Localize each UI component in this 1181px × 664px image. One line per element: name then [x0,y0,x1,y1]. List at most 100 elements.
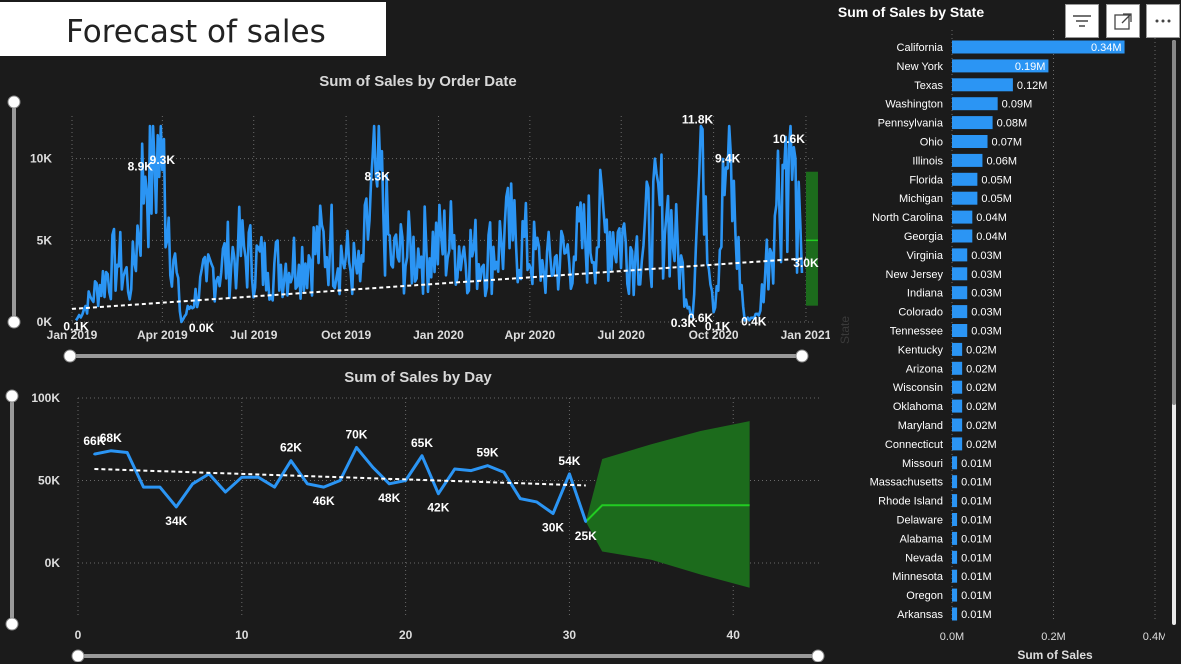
data-point [338,479,342,482]
data-label: 9.3K [150,153,176,167]
x-tick-label: 40 [727,628,741,642]
data-point [158,485,162,489]
state-chart-scrollbar[interactable] [1172,40,1176,625]
series-line [94,446,588,523]
filter-button[interactable] [1065,4,1099,38]
title-box: Forecast of sales [0,2,386,56]
focus-mode-button[interactable] [1106,4,1140,38]
order-date-y-slider-handle-start[interactable] [7,95,21,109]
data-label: 9.4K [715,151,741,165]
category-label: Delaware [897,515,943,527]
x-tick-label: Apr 2020 [504,328,555,342]
data-point [535,500,538,504]
data-label: 0.0K [189,321,215,335]
day-chart: Sum of Sales by Day 0K 50K 100K 0 10 20 30 40 66K… [5,369,825,662]
bar [952,135,988,148]
category-label: Maryland [898,420,943,432]
data-label: 70K [345,428,367,442]
category-label: Ohio [920,137,943,149]
category-label: Rhode Island [878,496,943,508]
category-label: Nevada [905,552,944,564]
category-label: North Carolina [872,212,944,224]
bar [952,172,978,186]
bar [952,248,968,262]
focus-mode-icon [1114,13,1132,30]
order-date-x-slider-handle-start[interactable] [63,349,77,363]
bar [952,97,998,111]
series-line [74,124,804,324]
data-point [519,497,522,500]
data-point [289,459,293,462]
data-point [191,482,194,485]
value-label: 0.02M [966,363,997,375]
x-tick-label: 20 [399,628,413,642]
bar [952,531,958,545]
category-label: Alabama [900,533,944,545]
data-point [453,467,456,471]
data-point [355,446,358,449]
bar [952,494,958,508]
value-label: 0.01M [961,496,992,508]
category-label: Colorado [898,307,943,319]
value-label: 0.02M [966,401,997,413]
data-label: 62K [280,441,302,455]
trend-line [94,467,586,487]
data-point [388,482,391,485]
category-label: Kentucky [898,344,944,356]
day-x-slider-handle-start[interactable] [71,649,85,662]
value-label: 0.05M [981,174,1012,186]
bar [952,286,968,300]
bar [952,40,1125,54]
bar [952,588,958,602]
bar [952,59,1049,73]
value-label: 0.01M [961,571,992,583]
value-label: 0.03M [971,250,1002,262]
bar [952,210,973,224]
order-date-chart: Sum of Sales by Order Date 0K 5K 10K Jan 201… [7,73,830,363]
y-axis-label: State [838,316,852,344]
bar [952,380,963,394]
data-point [256,476,260,479]
data-point [420,454,424,457]
data-label: 48K [378,491,400,505]
x-tick-label: Jan 2019 [47,328,98,342]
state-chart: Sum of Sales by State 0.0M 0.2M 0.4M Sum of … [838,4,1165,662]
data-point [437,492,440,495]
day-x-slider-handle-end[interactable] [811,649,825,662]
x-tick-label: Jul 2020 [598,328,646,342]
data-label: 68K [100,431,122,445]
value-label: 0.02M [966,439,997,451]
chart-title: Sum of Sales by Order Date [319,73,517,90]
data-point [371,466,375,469]
category-label: California [897,42,944,54]
category-label: Illinois [912,155,943,167]
filter-icon [1073,15,1091,27]
scrollbar-thumb[interactable] [1172,40,1176,405]
x-tick-label: 0.4M [1143,631,1165,643]
chart-title: Sum of Sales by Day [344,369,492,386]
y-tick-label: 0K [45,556,61,570]
more-options-button[interactable] [1146,4,1180,38]
category-label: Wisconsin [893,382,943,394]
data-label: 46K [313,494,335,508]
x-tick-label: Apr 2019 [137,328,188,342]
order-date-y-slider-handle-end[interactable] [7,315,21,329]
order-date-x-slider-handle-end[interactable] [795,349,809,363]
chart-title: Sum of Sales by State [838,4,984,20]
bar [952,342,963,356]
value-label: 0.03M [971,288,1002,300]
bar [952,267,968,281]
y-tick-label: 5K [37,233,53,247]
day-y-slider-handle-start[interactable] [5,389,19,403]
data-label: 66K [83,434,105,448]
day-y-slider-handle-end[interactable] [5,617,19,631]
x-tick-label: Oct 2019 [321,328,371,342]
category-label: Washington [885,99,943,111]
category-label: Virginia [907,250,944,262]
data-label: 0.6K [688,311,714,325]
category-label: Pennsylvania [878,118,944,130]
value-label: 0.01M [961,477,992,489]
value-label: 0.01M [961,533,992,545]
data-point [486,464,489,467]
y-tick-label: 0K [37,315,53,329]
